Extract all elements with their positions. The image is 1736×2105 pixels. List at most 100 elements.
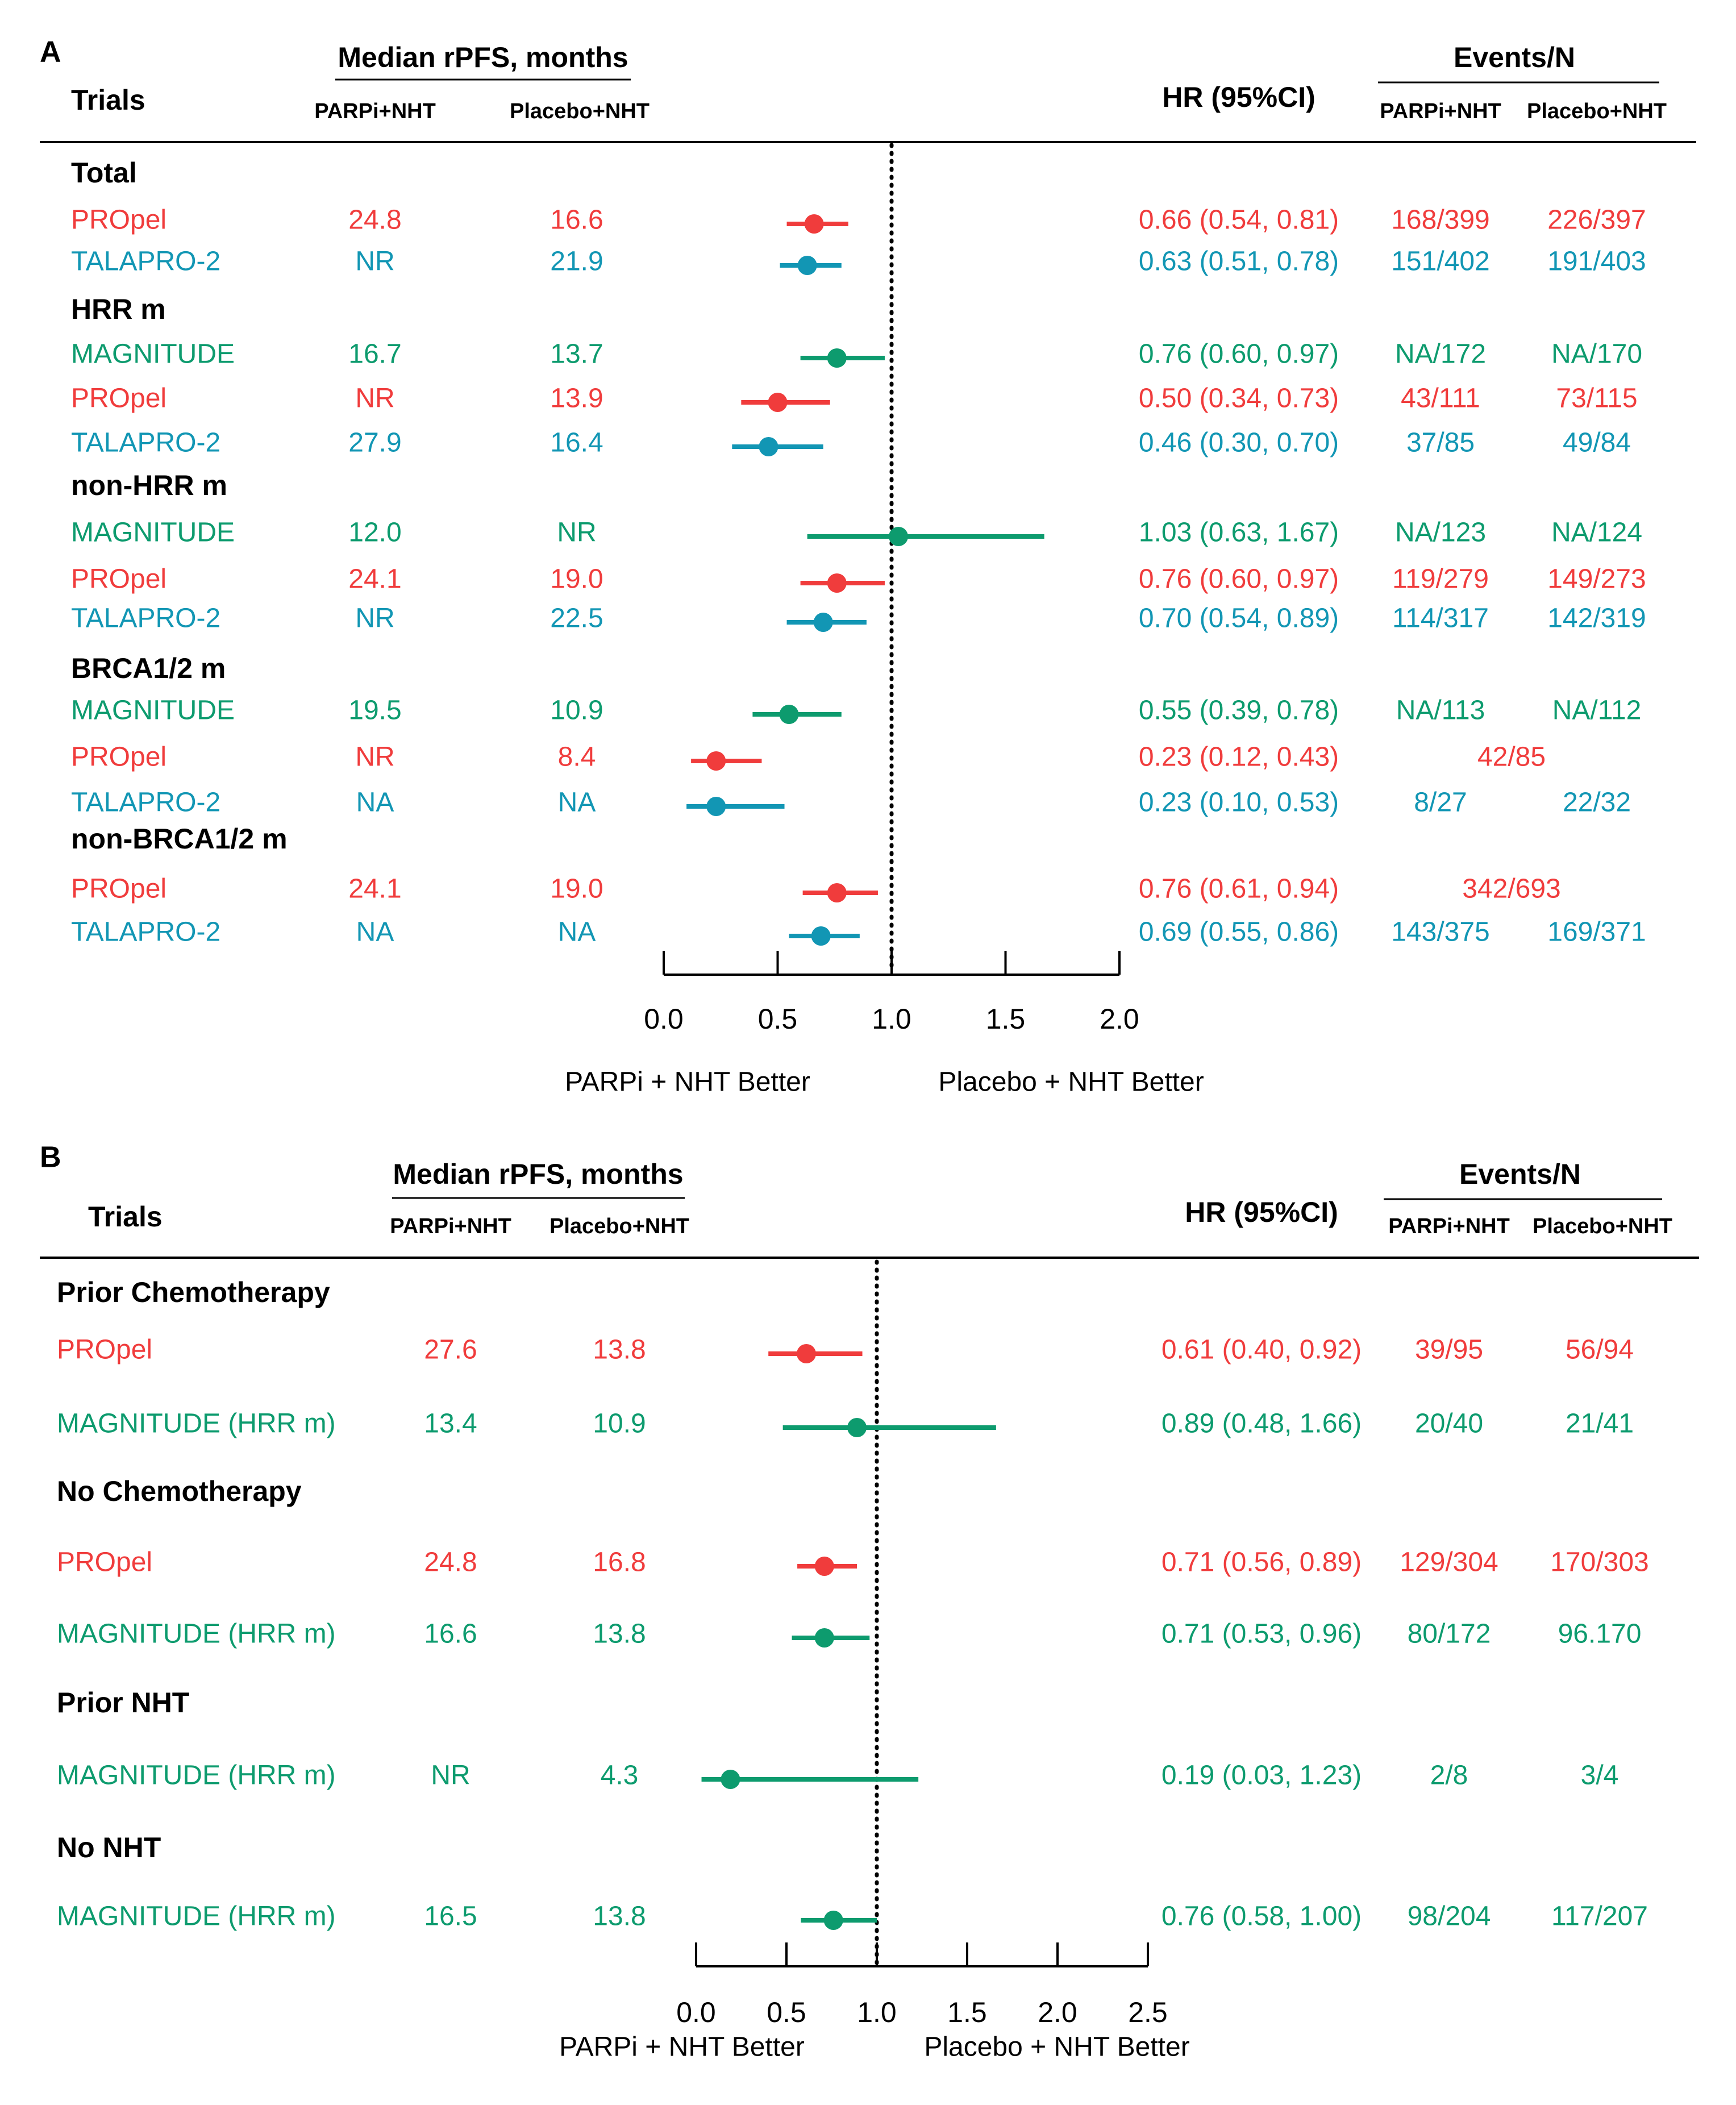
hr-ci-value: 0.50 (0.34, 0.73) [1139,384,1339,414]
events-placebo-value: 142/319 [1547,604,1646,634]
events-placebo-value: 73/115 [1556,384,1637,414]
events-parpi-value: 98/204 [1408,1902,1491,1932]
hr-ci-value: 0.63 (0.51, 0.78) [1139,247,1339,277]
subgroup-title: No Chemotherapy [57,1475,302,1507]
panel-B: B Trials Median rPFS, months PARPi+NHT Place… [40,1141,1699,2062]
table-row: MAGNITUDE (HRR m) NR 4.3 0.19 (0.03, 1.23) 2… [57,1761,1618,1791]
trial-name: MAGNITUDE [71,696,235,726]
median-parpi-value: 13.4 [424,1409,477,1439]
median-placebo-value: 13.7 [550,339,603,369]
hr-point [814,1628,834,1648]
trial-name: MAGNITUDE [71,518,235,548]
median-placebo-value: 19.0 [550,564,603,594]
hr-ci-value: 0.76 (0.61, 0.94) [1139,874,1339,904]
events-parpi-value: 80/172 [1408,1619,1491,1649]
panel-A: A Trials Median rPFS, months PARPi+NHT Place… [40,36,1696,1097]
hr-ci-value: 0.70 (0.54, 0.89) [1139,604,1339,634]
median-rpfs-header: Median rPFS, months [338,41,628,73]
events-parpi-value: 20/40 [1415,1409,1483,1439]
hr-ci-value: 0.71 (0.56, 0.89) [1162,1547,1362,1578]
median-parpi-value: NR [431,1761,470,1791]
events-parpi-value: 151/402 [1391,247,1490,277]
hr-point [889,527,909,546]
events-parpi-value: 37/85 [1406,428,1475,458]
trial-name: MAGNITUDE (HRR m) [57,1761,336,1791]
x-tick-label: 2.0 [1038,1996,1077,2028]
events-placebo-value: 170/303 [1550,1547,1649,1578]
median-parpi-value: 16.7 [348,339,401,369]
hr-ci-value: 0.23 (0.12, 0.43) [1139,742,1339,772]
events-col-header-parpi: PARPi+NHT [1380,99,1501,123]
events-placebo-value: 169/371 [1547,917,1646,947]
table-row: MAGNITUDE 19.5 10.9 0.55 (0.39, 0.78) NA/113… [71,696,1641,726]
median-rpfs-header: Median rPFS, months [393,1158,683,1190]
median-placebo-value: 21.9 [550,247,603,277]
events-parpi-value: 39/95 [1415,1335,1483,1365]
trial-name: TALAPRO-2 [71,788,220,818]
events-placebo-value: NA/170 [1551,339,1642,369]
median-placebo-value: 13.8 [593,1619,646,1649]
events-col-header-placebo: Placebo+NHT [1533,1214,1672,1238]
x-tick-label: 0.0 [644,1003,684,1035]
events-parpi-value: NA/123 [1395,518,1486,548]
table-row: TALAPRO-2 NA NA 0.23 (0.10, 0.53) 8/27 22/32 [71,788,1631,818]
table-row: MAGNITUDE (HRR m) 16.5 13.8 0.76 (0.58, 1.0… [57,1902,1648,1932]
hr-point [797,256,817,275]
median-placebo-value: 19.0 [550,874,603,904]
events-placebo-value: 191/403 [1547,247,1646,277]
hr-point [827,348,847,368]
median-placebo-value: 13.8 [593,1335,646,1365]
hr-point [804,214,824,234]
table-row: TALAPRO-2 NA NA 0.69 (0.55, 0.86) 143/375 169… [71,917,1646,947]
median-parpi-value: 27.9 [348,428,401,458]
median-parpi-value: 27.6 [424,1335,477,1365]
median-parpi-value: NR [355,247,394,277]
x-tick-label: 1.5 [986,1003,1026,1035]
median-parpi-value: 16.6 [424,1619,477,1649]
subgroup-title: BRCA1/2 m [71,652,226,684]
hr-point [814,1557,834,1576]
events-parpi-value: 143/375 [1391,917,1490,947]
table-row: TALAPRO-2 NR 22.5 0.70 (0.54, 0.89) 114/317 1… [71,604,1646,634]
x-tick-label: 0.5 [758,1003,798,1035]
events-col-header-parpi: PARPi+NHT [1388,1214,1510,1238]
hr-point [768,393,788,412]
hr-point [827,573,847,593]
events-parpi-value: 43/111 [1401,384,1480,414]
table-row: PROpel NR 13.9 0.50 (0.34, 0.73) 43/111 73/11… [71,384,1638,414]
hr-ci-value: 0.71 (0.53, 0.96) [1162,1619,1362,1649]
placebo-better-label: Placebo + NHT Better [924,2032,1189,2062]
hr-ci-value: 0.76 (0.60, 0.97) [1139,339,1339,369]
hr-point [706,797,726,816]
trials-header: Trials [88,1201,163,1233]
table-row: MAGNITUDE 12.0 NR 1.03 (0.63, 1.67) NA/123 NA… [71,518,1642,548]
trial-name: TALAPRO-2 [71,604,220,634]
hr-ci-value: 0.66 (0.54, 0.81) [1139,205,1339,235]
hr-point [796,1344,816,1363]
events-parpi-value: 114/317 [1392,604,1489,634]
hr-ci-value: 1.03 (0.63, 1.67) [1139,518,1339,548]
events-header: Events/N [1459,1158,1581,1190]
table-row: MAGNITUDE 16.7 13.7 0.76 (0.60, 0.97) NA/172… [71,339,1642,369]
subgroup-title: HRR m [71,293,166,325]
median-placebo-value: 10.9 [550,696,603,726]
trial-name: PROpel [57,1335,152,1365]
events-placebo-value: 22/32 [1563,788,1631,818]
hr-point [811,926,831,946]
hr-ci-value: 0.89 (0.48, 1.66) [1162,1409,1362,1439]
median-placebo-value: 4.3 [601,1761,639,1791]
median-parpi-value: 24.1 [348,874,401,904]
hr-point [779,705,799,724]
events-combined-value: 42/85 [1477,742,1546,772]
hr-ci-value: 0.23 (0.10, 0.53) [1139,788,1339,818]
trial-name: MAGNITUDE (HRR m) [57,1619,336,1649]
subgroup-title: Prior Chemotherapy [57,1276,330,1308]
median-parpi-value: NR [355,384,394,414]
hr-header: HR (95%CI) [1162,81,1315,113]
x-tick-label: 0.0 [676,1996,716,2028]
median-placebo-value: 16.4 [550,428,603,458]
trial-name: PROpel [71,874,166,904]
median-placebo-value: 13.8 [593,1902,646,1932]
median-placebo-value: NA [558,917,596,947]
